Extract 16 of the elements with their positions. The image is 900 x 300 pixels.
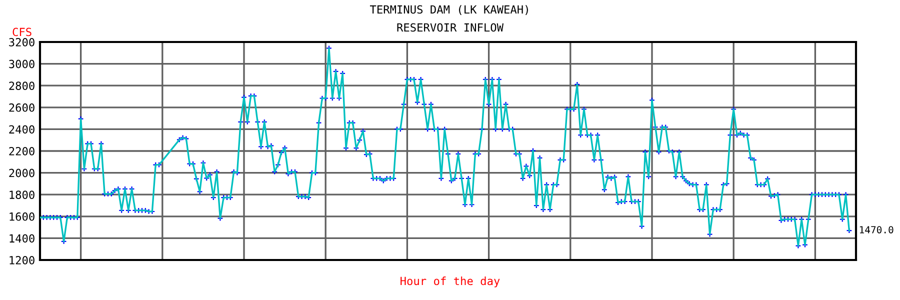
y-tick-label: 2800 <box>9 82 34 90</box>
y-tick-label: 1200 <box>10 256 34 264</box>
y-tick-label: 3000 <box>9 60 34 68</box>
x-axis-title: Hour of the day <box>400 276 500 288</box>
y-tick-label: 1600 <box>10 212 34 221</box>
y-tick-label: 1800 <box>10 190 34 200</box>
y-tick-label: 2000 <box>9 168 34 178</box>
text: 1470.0 <box>860 226 894 234</box>
y-axis-title: CFS <box>12 28 32 36</box>
y-tick-label: 2600 <box>9 103 34 112</box>
chart-title: TERMINUS DAM (LK KAWEAH) <box>370 5 528 15</box>
y-tick-label: 2200 <box>9 147 34 156</box>
y-tick-label: 1400 <box>10 234 34 243</box>
y-tick-label: 3200 <box>9 38 34 46</box>
chart-subtitle: RESERVOIR INFLOW <box>397 23 504 32</box>
y-tick-label: 2400 <box>9 125 34 134</box>
